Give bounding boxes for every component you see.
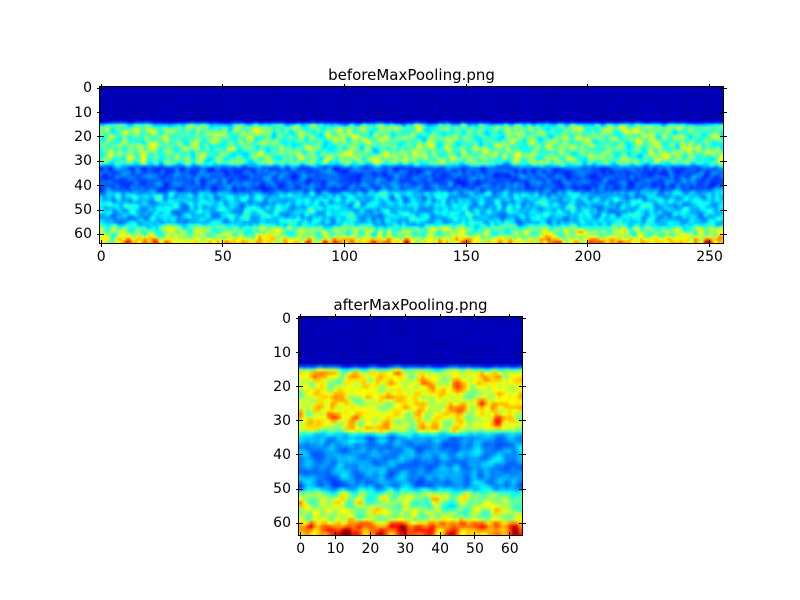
x-tick-label: 0 — [96, 249, 106, 265]
y-tick-mark — [96, 233, 104, 235]
x-tick-mark — [474, 531, 476, 539]
x-tick-mark — [100, 239, 102, 247]
x-tick-mark — [465, 239, 467, 247]
axes-frame-after — [298, 316, 523, 536]
x-tick-mark — [344, 83, 346, 91]
y-tick-label: 0 — [83, 80, 92, 97]
x-tick-label: 50 — [466, 541, 484, 557]
y-tick-mark — [719, 185, 727, 187]
x-tick-mark — [587, 83, 589, 91]
y-tick-mark — [518, 488, 526, 490]
x-tick-mark — [100, 83, 102, 91]
x-tick-mark — [369, 531, 371, 539]
y-tick-label: 40 — [273, 446, 291, 463]
x-tick-mark — [369, 313, 371, 321]
y-tick-mark — [96, 87, 104, 89]
y-tick-mark — [719, 87, 727, 89]
plot-title-after: afterMaxPooling.png — [333, 296, 488, 314]
y-tick-mark — [295, 386, 303, 388]
x-tick-label: 10 — [326, 541, 345, 557]
y-tick-label: 50 — [273, 481, 291, 498]
y-tick-mark — [295, 522, 303, 524]
y-tick-mark — [518, 318, 526, 320]
y-tick-label: 20 — [74, 128, 92, 145]
x-tick-mark — [439, 531, 441, 539]
y-tick-mark — [96, 185, 104, 187]
y-tick-label: 20 — [273, 378, 291, 395]
y-tick-mark — [518, 352, 526, 354]
x-tick-label: 30 — [396, 541, 415, 557]
axes-frame-before — [99, 86, 724, 244]
x-tick-mark — [709, 83, 711, 91]
x-tick-mark — [709, 239, 711, 247]
y-tick-mark — [518, 420, 526, 422]
y-tick-label: 40 — [74, 177, 92, 194]
y-tick-label: 10 — [74, 104, 92, 121]
x-tick-label: 40 — [431, 541, 450, 557]
y-tick-mark — [719, 209, 727, 211]
y-tick-mark — [518, 522, 526, 524]
x-tick-label: 100 — [331, 249, 358, 265]
x-tick-label: 0 — [296, 541, 306, 557]
y-tick-mark — [518, 386, 526, 388]
x-tick-mark — [509, 313, 511, 321]
y-tick-label: 60 — [273, 515, 291, 532]
y-tick-mark — [295, 454, 303, 456]
x-tick-label: 60 — [500, 541, 519, 557]
y-tick-mark — [96, 160, 104, 162]
y-tick-label: 0 — [282, 310, 291, 327]
y-tick-mark — [96, 209, 104, 211]
x-tick-mark — [335, 531, 337, 539]
x-tick-mark — [404, 313, 406, 321]
y-tick-label: 10 — [273, 344, 291, 361]
heatmap-image-before — [100, 87, 723, 243]
y-tick-mark — [295, 318, 303, 320]
x-tick-mark — [344, 239, 346, 247]
plot-title-before: beforeMaxPooling.png — [328, 66, 495, 84]
x-tick-mark — [300, 313, 302, 321]
x-tick-mark — [587, 239, 589, 247]
heatmap-image-after — [299, 317, 522, 535]
x-tick-label: 50 — [213, 249, 232, 265]
x-tick-label: 200 — [574, 249, 602, 265]
x-tick-mark — [335, 313, 337, 321]
x-tick-mark — [222, 239, 224, 247]
y-tick-mark — [295, 420, 303, 422]
y-tick-mark — [719, 112, 727, 114]
x-tick-label: 20 — [361, 541, 380, 557]
x-tick-mark — [474, 313, 476, 321]
x-tick-mark — [300, 531, 302, 539]
y-tick-label: 60 — [74, 226, 92, 243]
y-tick-mark — [719, 233, 727, 235]
y-tick-mark — [295, 488, 303, 490]
y-tick-label: 30 — [74, 153, 92, 170]
y-tick-label: 50 — [74, 202, 92, 219]
y-tick-mark — [295, 352, 303, 354]
y-tick-mark — [518, 454, 526, 456]
x-tick-label: 250 — [696, 249, 723, 265]
y-tick-label: 30 — [273, 412, 291, 429]
x-tick-mark — [465, 83, 467, 91]
x-tick-mark — [222, 83, 224, 91]
y-tick-mark — [96, 112, 104, 114]
y-tick-mark — [719, 160, 727, 162]
y-tick-mark — [96, 136, 104, 138]
y-tick-mark — [719, 136, 727, 138]
x-tick-mark — [404, 531, 406, 539]
x-tick-label: 150 — [452, 249, 480, 265]
x-tick-mark — [509, 531, 511, 539]
x-tick-mark — [439, 313, 441, 321]
